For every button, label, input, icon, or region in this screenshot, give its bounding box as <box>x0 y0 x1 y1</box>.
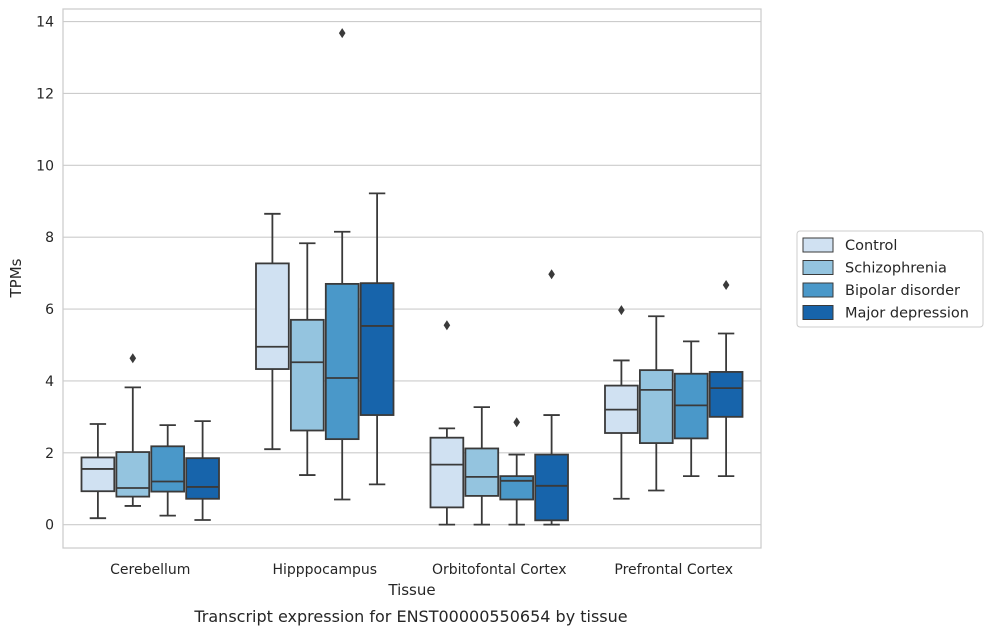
box-2-3 <box>534 269 569 526</box>
legend-frame <box>796 230 984 328</box>
box-2-0 <box>429 320 465 526</box>
y-tick-label: 10 <box>36 158 54 174</box>
box-iqr <box>708 371 744 418</box>
x-tick-label: Cerebellum <box>110 562 190 578</box>
chart-caption: Transcript expression for ENST0000055065… <box>193 607 627 626</box>
box-3-2 <box>673 340 709 478</box>
y-tick-label: 12 <box>36 86 54 102</box>
box-0-2 <box>150 424 186 517</box>
box-1-2 <box>324 28 360 501</box>
box-iqr <box>499 475 535 501</box>
x-tick-label: Prefrontal Cortex <box>614 562 733 578</box>
x-tick-label: Orbitofontal Cortex <box>432 562 567 578</box>
box-iqr <box>255 262 290 370</box>
box-0-0 <box>80 423 116 520</box>
outlier-point <box>338 28 346 39</box>
outlier-point <box>443 320 451 331</box>
legend: Control Schizophrenia Bipolar disorder Majo… <box>796 230 984 328</box>
box-iqr <box>359 282 395 416</box>
outlier-point <box>722 279 730 290</box>
outlier-point <box>618 305 625 316</box>
legend-label: Control <box>845 238 897 254</box>
y-tick-label: 2 <box>45 446 54 462</box>
legend-label: Schizophrenia <box>845 261 947 277</box>
box-iqr <box>324 282 360 441</box>
box-3-3 <box>708 279 744 478</box>
y-tick-label: 6 <box>45 302 54 318</box>
legend-label: Bipolar disorder <box>845 283 960 299</box>
box-0-1 <box>115 353 151 507</box>
box-iqr <box>464 447 500 497</box>
box-0-3 <box>185 420 220 521</box>
outlier-point <box>548 269 555 280</box>
x-tick-labels: Cerebellum Hipppocampus Orbitofontal Corte… <box>110 562 733 578</box>
box-2-1 <box>464 406 500 526</box>
y-tick-label: 4 <box>45 374 54 390</box>
legend-label: Major depression <box>845 306 969 322</box>
box-1-1 <box>289 242 325 476</box>
legend-swatch <box>802 282 834 298</box>
box-iqr <box>534 453 569 522</box>
box-iqr <box>80 456 116 493</box>
x-tick-label: Hipppocampus <box>272 562 377 578</box>
box-1-3 <box>359 192 395 486</box>
box-iqr <box>429 436 465 509</box>
x-axis-title: Tissue <box>387 581 435 599</box>
box-3-1 <box>638 315 674 492</box>
box-iqr <box>638 369 674 444</box>
box-1-0 <box>255 212 290 451</box>
box-iqr <box>150 445 186 493</box>
outlier-point <box>513 417 520 428</box>
box-iqr <box>289 318 325 432</box>
y-tick-label: 0 <box>45 518 54 534</box>
box-iqr <box>115 451 151 498</box>
outlier-point <box>129 353 137 364</box>
box-iqr <box>185 457 220 500</box>
box-2-2 <box>499 417 535 526</box>
box-3-0 <box>604 305 639 500</box>
y-tick-labels: 0 2 4 6 8 10 12 14 <box>36 15 54 534</box>
legend-swatch <box>802 237 834 253</box>
plot-frame <box>62 8 762 549</box>
y-axis-title: TPMs <box>7 258 25 298</box>
legend-swatch <box>802 305 834 320</box>
legend-swatch <box>802 260 834 275</box>
y-tick-label: 8 <box>45 230 54 246</box>
box-groups <box>80 28 744 526</box>
y-tick-label: 14 <box>36 15 54 31</box>
